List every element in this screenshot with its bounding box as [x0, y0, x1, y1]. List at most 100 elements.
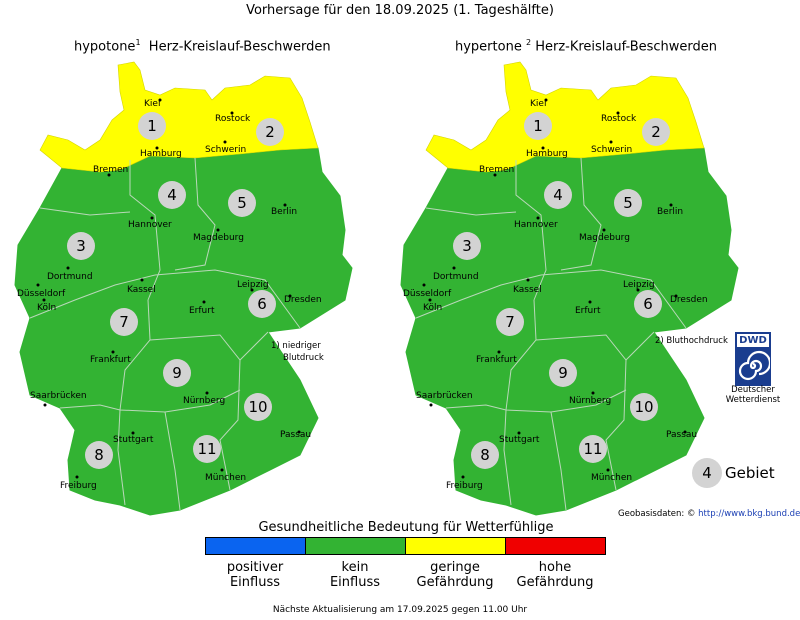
city-label: Bremen: [479, 165, 514, 175]
germany-map-hypertone: Kiel Rostock Hamburg Schwerin Bremen Han…: [400, 61, 739, 516]
dwd-caption-line: Wetterdienst: [725, 395, 781, 405]
legend-swatch-positive: [205, 537, 306, 555]
city-label: Schwerin: [205, 145, 246, 155]
city-dot: [609, 140, 613, 144]
source-link[interactable]: http://www.bkg.bund.de: [698, 509, 800, 519]
city-dot: [616, 111, 620, 115]
city-label: Erfurt: [575, 306, 601, 316]
city-dot: [43, 403, 47, 407]
city-label: Passau: [666, 430, 697, 440]
city-dot: [75, 475, 79, 479]
region-circle: [544, 181, 572, 209]
footnote-hypertone: 2) Bluthochdruck: [655, 336, 728, 346]
city-label: Nürnberg: [183, 396, 225, 406]
city-dot: [230, 111, 234, 115]
city-dot: [66, 266, 70, 270]
region-borders: [415, 157, 687, 511]
city-dot: [42, 298, 46, 302]
page-title: Vorhersage für den 18.09.2025 (1. Tagesh…: [246, 3, 554, 18]
city-dot: [428, 298, 432, 302]
border-line: [39, 207, 131, 216]
footnote-hypotone: 1) niedriger Blutdruck: [271, 340, 324, 364]
city-dot: [536, 216, 540, 220]
city-dot: [155, 146, 159, 150]
dwd-logo-text: DWD: [737, 334, 769, 347]
border-line: [29, 274, 156, 319]
legend-title: Gesundheitliche Bedeutung für Wetterfühl…: [258, 520, 554, 535]
border-line: [445, 389, 627, 413]
city-label: Frankfurt: [90, 355, 131, 365]
city-dot: [461, 475, 465, 479]
city-dot: [541, 146, 545, 150]
region-number: 6: [643, 295, 653, 313]
city-dot: [588, 300, 592, 304]
border-line: [425, 207, 517, 216]
legend-label-line: Einfluss: [229, 575, 281, 590]
city-dot: [636, 288, 640, 292]
region-number: 1: [147, 117, 157, 135]
city-dot: [517, 431, 521, 435]
border-line: [515, 160, 547, 301]
source-label: Geobasisdaten: ©: [618, 509, 696, 519]
city-label: Schwerin: [591, 145, 632, 155]
map-regions: [14, 61, 353, 516]
city-dot: [297, 430, 301, 434]
border-line: [550, 411, 567, 511]
region-circle: [453, 232, 481, 260]
footnote-line: Blutdruck: [283, 353, 324, 363]
border-line: [119, 299, 151, 411]
city-label: Köln: [423, 303, 442, 313]
city-dot: [422, 283, 426, 287]
city-dot: [223, 140, 227, 144]
legend-label-none: kein Einfluss: [305, 560, 405, 590]
city-label: Hamburg: [526, 149, 568, 159]
city-label: Saarbrücken: [30, 391, 87, 401]
legend-label-line: Gefährdung: [416, 575, 494, 590]
border-line: [164, 411, 181, 511]
city-label: Berlin: [271, 207, 297, 217]
map-title-prefix: hypertone: [455, 39, 522, 55]
region-number: 8: [94, 446, 104, 464]
footnote-line: 1) niedriger: [271, 341, 321, 351]
border-line: [540, 269, 687, 329]
city-label: Passau: [280, 430, 311, 440]
city-label: Kassel: [513, 285, 542, 295]
city-dot: [205, 391, 209, 395]
region-number: 4: [167, 186, 177, 204]
region-number: 5: [237, 194, 247, 212]
city-dot: [131, 431, 135, 435]
city-dot: [288, 294, 292, 298]
city-label: Leipzig: [623, 280, 655, 290]
dwd-caption: Deutscher Wetterdienst: [708, 385, 798, 405]
region-circle: [471, 441, 499, 469]
legend-label-line: Gefährdung: [516, 575, 594, 590]
city-label: Hannover: [128, 220, 172, 230]
city-dot: [602, 228, 606, 232]
region-circle: [244, 393, 272, 421]
region-circle: [158, 181, 186, 209]
legend-label-line: hohe: [538, 560, 572, 575]
region-circle: [524, 112, 552, 140]
city-dot: [150, 216, 154, 220]
region-number: 10: [634, 398, 653, 416]
map-title-footnote: 2: [525, 38, 532, 47]
city-dot: [140, 278, 144, 282]
border-line: [503, 409, 512, 506]
region-circle: [642, 118, 670, 146]
border-line: [505, 299, 537, 411]
region-number: 9: [558, 364, 568, 382]
map-title-suffix: Herz-Kreislauf-Beschwerden: [148, 39, 331, 55]
germany-map-hypotone: Kiel Rostock Hamburg Schwerin Bremen Han…: [14, 61, 353, 516]
region-number: 8: [480, 446, 490, 464]
legend-label-line: Einfluss: [329, 575, 381, 590]
map-regions: [400, 61, 739, 516]
city-dot: [158, 98, 162, 102]
city-dot: [220, 468, 224, 472]
city-label: Saarbrücken: [416, 391, 473, 401]
border-line: [535, 331, 655, 361]
city-dot: [250, 288, 254, 292]
city-label: Berlin: [657, 207, 683, 217]
city-dot: [452, 266, 456, 270]
swirl-icon: [738, 350, 772, 381]
city-label: Düsseldorf: [403, 289, 452, 299]
